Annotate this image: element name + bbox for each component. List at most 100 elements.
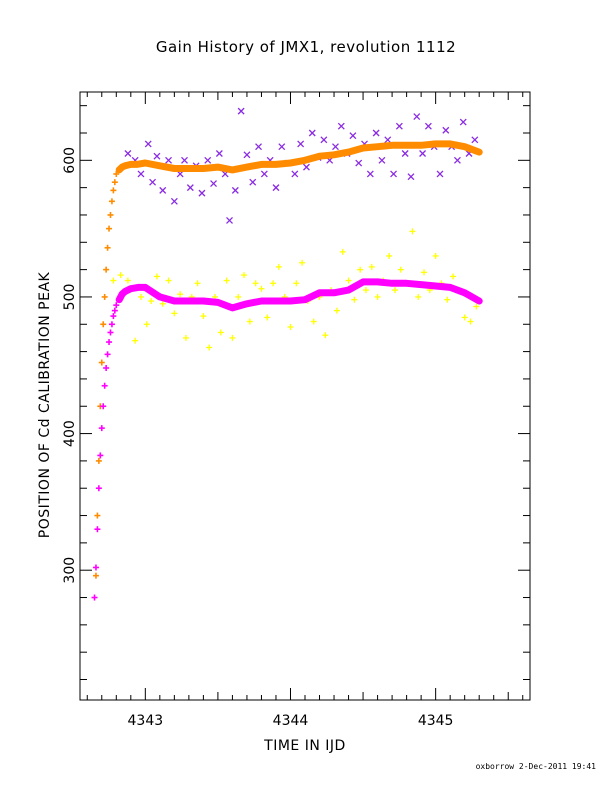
data-point-plus	[368, 263, 375, 270]
footer-timestamp: oxborrow 2-Dec-2011 19:41	[475, 762, 596, 771]
y-tick-label: 300	[62, 557, 78, 584]
data-marks	[91, 107, 483, 601]
data-point-plus	[258, 285, 265, 292]
data-point-cross	[436, 170, 444, 178]
data-point-plus	[287, 324, 294, 331]
data-point-cross	[395, 122, 403, 130]
data-point-plus	[333, 307, 340, 314]
data-point-cross	[459, 118, 467, 126]
data-point-plus	[104, 244, 111, 251]
data-point-cross	[378, 156, 386, 164]
data-point-cross	[198, 189, 206, 197]
data-point-plus	[113, 170, 120, 177]
data-point-cross	[419, 150, 427, 157]
data-point-cross	[215, 150, 223, 157]
data-point-plus	[252, 280, 259, 287]
data-point-plus	[95, 457, 102, 464]
data-point-cross	[390, 170, 398, 178]
data-point-cross	[144, 140, 152, 148]
data-point-plus	[444, 296, 451, 303]
data-point-cross	[291, 170, 299, 178]
data-point-cross	[159, 186, 167, 194]
data-point-cross	[210, 180, 218, 188]
data-point-plus	[132, 337, 139, 344]
data-point-plus	[409, 228, 416, 235]
data-point-cross	[297, 140, 305, 148]
y-tick-label: 500	[62, 284, 78, 311]
y-tick-label: 600	[62, 147, 78, 174]
plot-frame	[79, 91, 531, 701]
data-point-plus	[241, 272, 248, 279]
data-point-plus	[108, 321, 115, 328]
data-point-plus	[392, 287, 398, 294]
data-point-plus	[124, 277, 131, 284]
data-point-cross	[349, 132, 357, 140]
trend-band	[115, 140, 483, 174]
data-point-plus	[110, 313, 117, 320]
data-point-plus	[397, 266, 404, 273]
data-point-plus	[100, 321, 107, 328]
data-point-plus	[92, 572, 99, 579]
data-point-plus	[177, 291, 184, 298]
data-point-plus	[362, 287, 369, 294]
data-point-cross	[226, 216, 233, 224]
data-point-plus	[117, 272, 124, 279]
data-point-cross	[237, 107, 245, 115]
data-point-plus	[200, 313, 207, 320]
data-point-plus	[103, 266, 110, 273]
data-point-cross	[124, 150, 132, 157]
data-point-plus	[101, 293, 108, 300]
data-point-cross	[243, 151, 251, 159]
data-point-plus	[461, 314, 468, 321]
data-point-plus	[111, 179, 118, 186]
data-point-plus	[103, 364, 110, 371]
data-point-plus	[415, 293, 422, 300]
data-point-cross	[153, 152, 161, 160]
data-point-cross	[471, 136, 479, 144]
data-point-plus	[106, 339, 113, 346]
data-point-cross	[181, 156, 188, 164]
data-point-cross	[255, 143, 263, 151]
data-point-plus	[229, 334, 236, 341]
data-point-plus	[182, 334, 189, 341]
data-point-cross	[355, 159, 363, 167]
data-point-plus	[113, 302, 120, 309]
data-point-plus	[110, 187, 117, 194]
data-point-plus	[351, 296, 358, 303]
data-point-cross	[170, 197, 178, 205]
data-point-cross	[401, 150, 409, 157]
data-point-cross	[302, 163, 310, 171]
chart-title: Gain History of JMX1, revolution 1112	[155, 38, 457, 56]
data-point-plus	[339, 248, 346, 255]
data-point-cross	[231, 186, 239, 194]
data-point-plus	[235, 293, 242, 300]
data-point-cross	[308, 129, 316, 137]
data-point-plus	[421, 269, 428, 276]
data-point-cross	[149, 178, 157, 186]
data-point-plus	[322, 332, 329, 339]
data-point-plus	[165, 277, 172, 284]
axis-ticks	[80, 92, 530, 700]
data-point-plus	[104, 351, 111, 358]
data-point-cross	[260, 170, 268, 178]
data-point-plus	[467, 318, 474, 325]
data-point-plus	[148, 298, 155, 305]
data-point-cross	[424, 122, 432, 130]
data-point-plus	[92, 564, 99, 571]
data-point-plus	[143, 321, 150, 328]
data-point-plus	[270, 280, 277, 287]
data-point-plus	[206, 344, 213, 351]
data-point-plus	[91, 594, 98, 601]
data-point-plus	[95, 485, 102, 492]
data-point-cross	[332, 143, 339, 151]
data-point-cross	[407, 173, 415, 181]
data-point-plus	[94, 526, 101, 533]
data-point-plus	[98, 359, 105, 366]
data-point-cross	[165, 156, 173, 164]
data-point-cross	[453, 156, 461, 164]
axis-tick-labels: 4343 4344 4345 300 400 500 600	[62, 147, 453, 729]
data-point-plus	[106, 225, 113, 232]
data-point-plus	[153, 273, 160, 280]
data-point-plus	[171, 310, 178, 317]
data-point-plus	[107, 329, 114, 336]
